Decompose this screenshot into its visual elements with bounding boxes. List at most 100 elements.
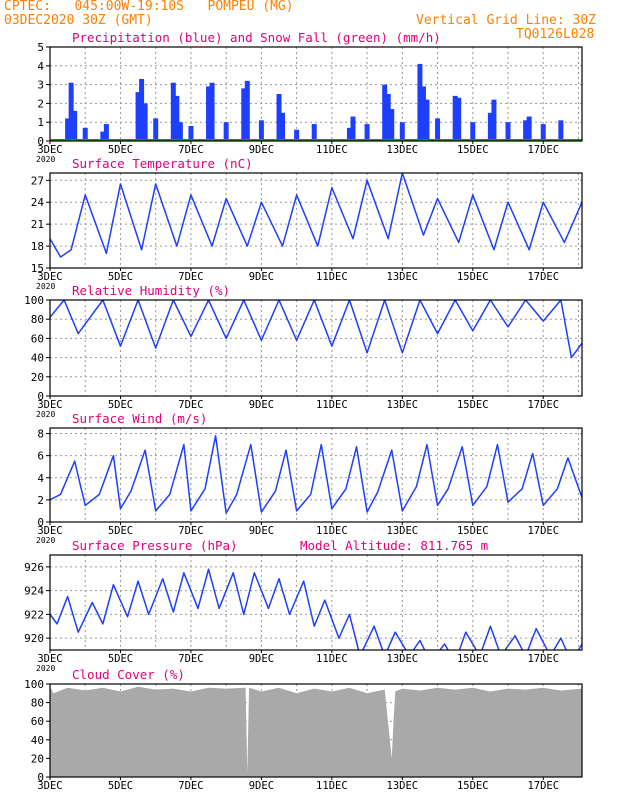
x-tick-label: 13DEC <box>387 525 419 537</box>
y-tick-label: 1 <box>37 116 44 129</box>
plot-area <box>50 686 582 777</box>
year-stub: 2020 <box>36 536 55 545</box>
y-tick-label: 0 <box>37 516 44 529</box>
panel-title: Surface Pressure (hPa) <box>72 538 238 553</box>
x-tick-label: 13DEC <box>387 780 419 792</box>
y-tick-label: 0 <box>37 390 44 403</box>
y-tick-label: 24 <box>31 196 45 209</box>
forecast-run: 03DEC2020 30Z (GMT) <box>4 13 153 28</box>
x-tick-label: 15DEC <box>457 780 489 792</box>
station-title: CPTEC: 045:00W-19:10S POMPEU (MG) <box>4 0 294 14</box>
y-tick-label: 60 <box>31 332 44 345</box>
precip-bar <box>170 82 176 141</box>
precip-bar <box>276 94 282 141</box>
x-tick-label: 17DEC <box>527 653 559 665</box>
series-line <box>50 173 582 258</box>
x-tick-label: 5DEC <box>108 271 133 283</box>
panel-frame <box>49 427 583 523</box>
precip-bar <box>389 109 395 141</box>
precip-bar <box>223 122 229 141</box>
x-tick-label: 11DEC <box>316 780 348 792</box>
x-tick-label: 11DEC <box>316 271 348 283</box>
y-tick-label: 60 <box>31 715 44 728</box>
precip-bar <box>420 86 426 141</box>
year-stub: 2020 <box>36 410 55 419</box>
precip-bar <box>68 82 74 141</box>
cloud-cover-area <box>50 686 582 777</box>
y-tick-label: 15 <box>31 262 44 275</box>
x-tick-label: 13DEC <box>387 653 419 665</box>
plot-area <box>50 568 582 650</box>
precip-bar <box>241 88 247 141</box>
x-tick-label: 3DEC <box>37 780 62 792</box>
y-tick-label: 4 <box>37 60 44 73</box>
y-tick-label: 924 <box>24 585 44 598</box>
precip-bar <box>82 127 88 141</box>
y-tick-label: 2 <box>37 97 44 110</box>
y-tick-label: 80 <box>31 697 44 710</box>
x-tick-label: 17DEC <box>527 144 559 156</box>
y-tick-label: 40 <box>31 734 44 747</box>
precip-bar <box>417 63 423 141</box>
precip-bar <box>523 120 529 141</box>
x-tick-label: 9DEC <box>249 780 274 792</box>
x-tick-label: 3DEC <box>37 144 62 156</box>
precip-bar <box>135 92 141 141</box>
x-tick-label: 13DEC <box>387 144 419 156</box>
precip-bar <box>350 116 356 141</box>
precip-bar <box>103 124 109 141</box>
x-tick-label: 9DEC <box>249 399 274 411</box>
precip-bar <box>558 120 564 141</box>
x-tick-label: 5DEC <box>108 653 133 665</box>
precip-bar <box>540 124 546 141</box>
x-tick-label: 11DEC <box>316 399 348 411</box>
plot-area <box>50 300 582 359</box>
precip-bar <box>153 118 159 141</box>
y-tick-label: 20 <box>31 752 44 765</box>
x-tick-label: 7DEC <box>178 780 203 792</box>
precip-bar <box>424 99 430 141</box>
x-tick-label: 7DEC <box>178 653 203 665</box>
x-tick-label: 5DEC <box>108 144 133 156</box>
precip-bar <box>244 80 250 141</box>
panel-frame <box>49 683 583 778</box>
y-tick-label: 5 <box>37 41 44 54</box>
panel-title: Cloud Cover (%) <box>72 667 185 682</box>
y-tick-label: 20 <box>31 371 44 384</box>
x-tick-label: 9DEC <box>249 144 274 156</box>
x-tick-label: 11DEC <box>316 525 348 537</box>
plot-area <box>50 173 582 258</box>
year-stub: 2020 <box>36 155 55 164</box>
x-tick-label: 15DEC <box>457 271 489 283</box>
precip-bar <box>65 118 71 141</box>
x-tick-label: 7DEC <box>178 399 203 411</box>
x-tick-label: 9DEC <box>249 271 274 283</box>
x-tick-label: 5DEC <box>108 525 133 537</box>
panel-title: Precipitation (blue) and Snow Fall (gree… <box>72 30 441 45</box>
year-stub: 2020 <box>36 664 55 673</box>
plot-area <box>50 434 582 514</box>
precip-bar <box>346 127 352 141</box>
y-tick-label: 4 <box>37 472 44 485</box>
x-tick-label: 17DEC <box>527 399 559 411</box>
precip-bar <box>385 94 391 141</box>
y-tick-label: 0 <box>37 135 44 148</box>
precip-bar <box>280 112 286 141</box>
x-tick-label: 15DEC <box>457 653 489 665</box>
x-tick-label: 15DEC <box>457 525 489 537</box>
precip-bar <box>177 122 183 141</box>
series-line <box>50 434 582 514</box>
precip-bar <box>72 110 78 141</box>
y-tick-label: 8 <box>37 428 44 441</box>
precip-bar <box>491 99 497 141</box>
y-tick-label: 0 <box>37 771 44 784</box>
precip-bar <box>505 122 511 141</box>
y-tick-label: 922 <box>24 608 44 621</box>
precip-bar <box>139 78 145 141</box>
precip-bar <box>311 124 317 141</box>
precip-bar <box>487 112 493 141</box>
precip-bar <box>435 118 441 141</box>
x-tick-label: 3DEC <box>37 525 62 537</box>
